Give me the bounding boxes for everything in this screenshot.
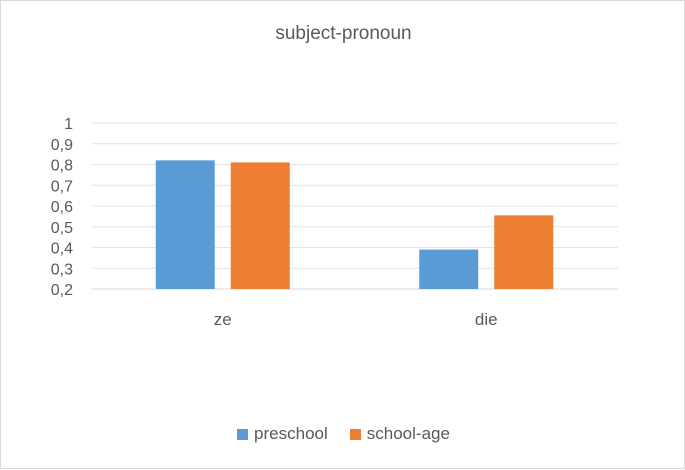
legend-label-school-age: school-age [366, 424, 450, 443]
bar-preschool-die [419, 249, 479, 289]
legend-item-preschool: preschool [237, 424, 328, 444]
y-tick-label: 0,4 [51, 241, 73, 258]
chart-title: subject-pronoun [275, 23, 412, 44]
x-axis-categories: ze die [214, 310, 498, 329]
y-tick-label: 0,5 [51, 220, 73, 237]
bar-school-age-die [494, 215, 554, 289]
y-tick-label: 0,3 [51, 261, 73, 278]
legend-label-preschool: preschool [254, 424, 328, 443]
x-category-label: die [475, 310, 498, 329]
bar-preschool-ze [155, 160, 215, 289]
y-tick-label: 0,8 [51, 158, 73, 175]
y-tick-label: 0,7 [51, 178, 73, 195]
legend-item-school-age: school-age [349, 424, 450, 444]
y-tick-label: 1 [64, 116, 73, 133]
x-category-label: ze [214, 310, 232, 329]
legend: preschool school-age [1, 424, 685, 444]
y-tick-label: 0,6 [51, 199, 73, 216]
bar-school-age-ze [230, 162, 290, 289]
y-tick-label: 0,9 [51, 137, 73, 154]
legend-swatch-school-age [349, 428, 361, 440]
bars [155, 160, 554, 289]
y-tick-label: 0,2 [51, 282, 73, 299]
y-axis-ticks: 0,2 0,3 0,4 0,5 0,6 0,7 0,8 0,9 1 [51, 116, 73, 299]
legend-swatch-preschool [237, 428, 249, 440]
